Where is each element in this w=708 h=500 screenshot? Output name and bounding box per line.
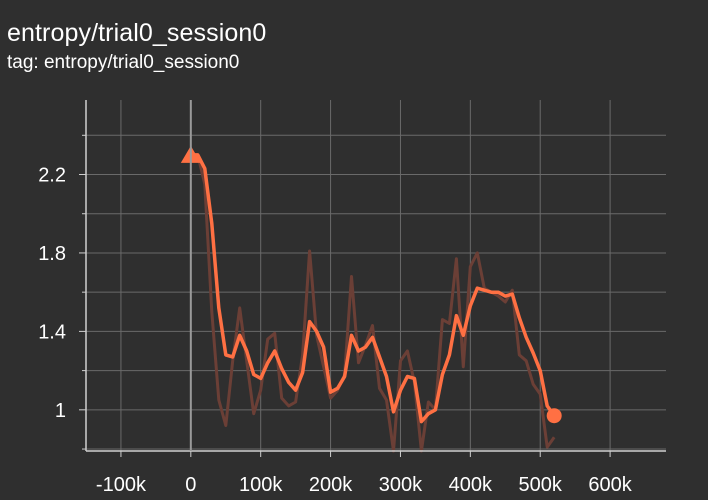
x-tick-label: 400k (449, 474, 493, 496)
x-tick-label: 300k (379, 474, 423, 496)
x-tick-label: 0 (185, 474, 196, 496)
tick-label-layer: -100k 0 100k 200k 300k 400k 500k 600k 1 1.4 1.8 2.2 (38, 165, 633, 496)
chart-title: entropy/trial0_session0 (7, 19, 267, 47)
raw-series-layer (190, 153, 556, 453)
x-tick-label: 600k (588, 474, 632, 496)
axis-layer (79, 100, 666, 457)
y-tick-label: 1.8 (38, 243, 66, 265)
x-tick-label: -100k (96, 474, 147, 496)
x-tick-label: 200k (309, 474, 353, 496)
raw-series-line (190, 153, 556, 453)
smoothed-series-line (189, 153, 556, 424)
y-tick-label: 2.2 (38, 165, 66, 187)
grid-layer (86, 100, 666, 451)
series-end-marker (546, 408, 562, 424)
y-tick-label: 1.4 (38, 321, 66, 343)
smoothed-series-layer (180, 145, 562, 424)
chart-tag-line: tag: entropy/trial0_session0 (7, 52, 240, 73)
x-tick-label: 500k (519, 474, 563, 496)
x-tick-label: 100k (239, 474, 283, 496)
y-tick-label: 1 (55, 400, 66, 422)
